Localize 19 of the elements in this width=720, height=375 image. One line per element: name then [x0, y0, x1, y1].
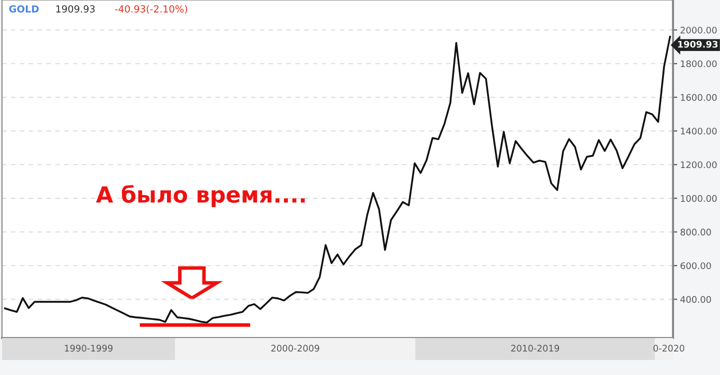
y-tick-label: 800.00 — [680, 228, 711, 236]
y-tick-label: 400.00 — [680, 296, 711, 303]
text: 2000-2009 — [271, 344, 320, 352]
text: 2010-2019 — [511, 344, 560, 352]
y-tick-label: 1600.00 — [680, 94, 717, 101]
y-tick-label: 1400.00 — [680, 128, 717, 135]
text: 1990-1999 — [64, 344, 113, 352]
y-tick-label: 1000.00 — [680, 195, 717, 202]
annotation: -40.93(-2.10%) — [115, 5, 188, 14]
y-tick-label: 1200.00 — [680, 161, 717, 168]
annotation: 1909.93 — [56, 5, 95, 13]
line-series — [4, 36, 671, 324]
annotation: А было время.... — [96, 184, 305, 208]
y-tick-label: 1800.00 — [680, 60, 717, 68]
y-tick-label: 2000.00 — [680, 26, 717, 34]
chart-title: GOLD — [9, 5, 39, 13]
y-tick-label: 600.00 — [680, 262, 711, 270]
text: 1909.93 — [678, 40, 718, 48]
text: 0-2020 — [653, 344, 684, 352]
